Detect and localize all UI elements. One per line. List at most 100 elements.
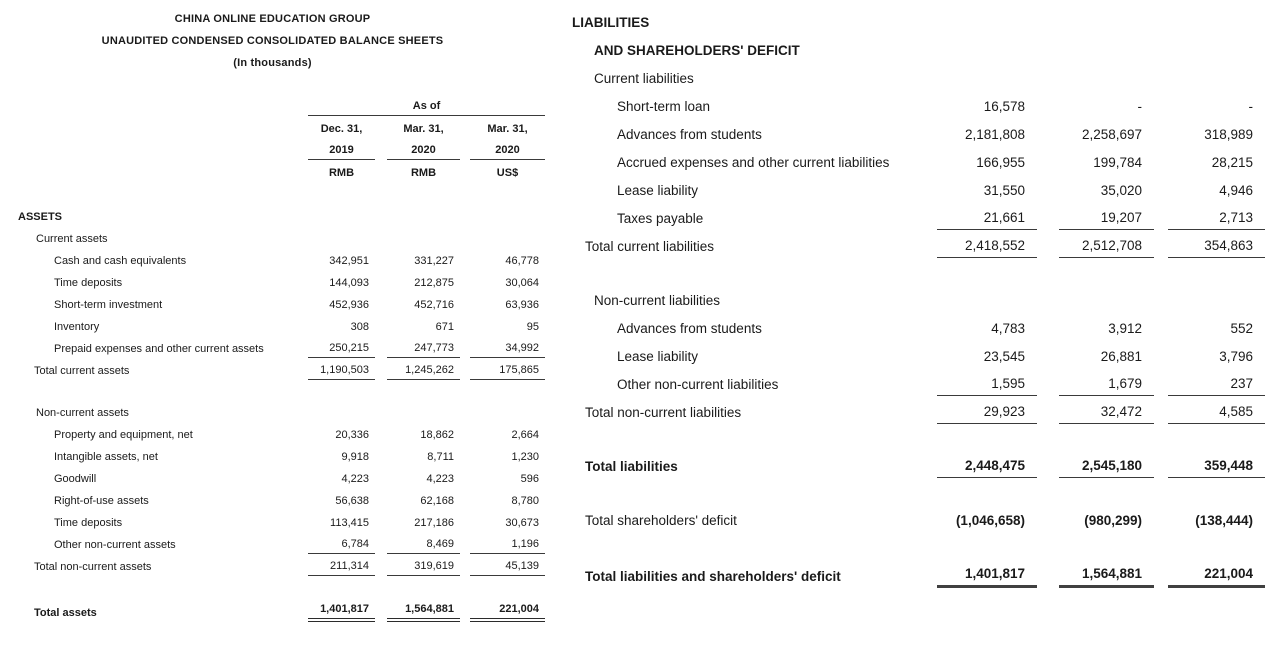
- value-other-non-current-liabilities-col2: 1,679: [1059, 376, 1154, 396]
- row-label: Total liabilities: [585, 459, 678, 474]
- value-total-liabilities-and-shareholders-deficit-col3: 221,004: [1168, 566, 1265, 588]
- row-property-and-equipment-net: Property and equipment, net 20,336 18,862 2…: [0, 422, 545, 444]
- row-label: Lease liability: [617, 183, 699, 198]
- row-label: Total current liabilities: [585, 239, 715, 254]
- row-label: Time deposits: [54, 277, 123, 289]
- value-total-current-liabilities-col1: 2,418,552: [937, 238, 1037, 258]
- units-note: (In thousands): [233, 57, 312, 69]
- value-advances-from-students-col1: 4,783: [991, 321, 1025, 336]
- value-short-term-investment-col1: 452,936: [329, 299, 369, 311]
- value-total-non-current-assets-col2: 319,619: [387, 560, 460, 576]
- value-short-term-loan-col3: -: [1248, 99, 1254, 114]
- row-total-non-current-liabilities: Total non-current liabilities 29,923 32,47…: [570, 396, 1265, 424]
- value-advances-from-students-col3: 318,989: [1204, 127, 1253, 142]
- row-inventory: Inventory 308 671 95: [0, 314, 545, 336]
- row-advances-from-students: Advances from students 4,783 3,912 552: [570, 312, 1265, 340]
- row-label: ASSETS: [18, 211, 63, 223]
- statement-title: UNAUDITED CONDENSED CONSOLIDATED BALANCE…: [101, 35, 444, 47]
- value-cash-and-cash-equivalents-col3: 46,778: [505, 255, 539, 267]
- col3-month-header: Mar. 31,: [487, 123, 528, 135]
- value-prepaid-expenses-and-other-current-assets-col1: 250,215: [308, 342, 375, 358]
- row-label: Non-current assets: [36, 407, 129, 419]
- spacer: [570, 424, 1265, 450]
- col1-currency-header: RMB: [328, 167, 355, 179]
- currency-row: RMB RMB US$: [0, 160, 545, 182]
- value-time-deposits-col2: 212,875: [414, 277, 454, 289]
- value-accrued-expenses-and-other-current-liabilities-col1: 166,955: [976, 155, 1025, 170]
- row-total-liabilities-and-shareholders-deficit: Total liabilities and shareholders' defi…: [570, 558, 1265, 588]
- row-label: Total assets: [34, 607, 97, 619]
- table-column-headers: As of Dec. 31, Mar. 31, Mar. 31, 2019 20…: [0, 96, 545, 182]
- value-total-shareholders-deficit-col3: (138,444): [1195, 513, 1253, 528]
- col2-currency-header: RMB: [410, 167, 437, 179]
- value-total-current-liabilities-col3: 354,863: [1168, 238, 1265, 258]
- row-lease-liability: Lease liability 31,550 35,020 4,946: [570, 174, 1265, 202]
- assets-panel: CHINA ONLINE EDUCATION GROUP UNAUDITED C…: [0, 0, 545, 622]
- value-total-non-current-assets-col1: 211,314: [308, 560, 375, 576]
- company-name: CHINA ONLINE EDUCATION GROUP: [174, 13, 371, 25]
- value-advances-from-students-col1: 2,181,808: [964, 127, 1025, 142]
- row-taxes-payable: Taxes payable 21,661 19,207 2,713: [570, 202, 1265, 230]
- row-label: Other non-current assets: [54, 539, 176, 551]
- value-total-non-current-assets-col3: 45,139: [470, 560, 545, 576]
- value-intangible-assets-net-col2: 8,711: [427, 451, 454, 463]
- col3-currency-header: US$: [496, 167, 519, 179]
- value-taxes-payable-col3: 2,713: [1168, 210, 1265, 230]
- row-label: AND SHAREHOLDERS' DEFICIT: [594, 43, 800, 58]
- row-non-current-liabilities: Non-current liabilities: [570, 284, 1265, 312]
- value-property-and-equipment-net-col2: 18,862: [420, 429, 454, 441]
- value-total-assets-col3: 221,004: [470, 603, 545, 622]
- value-short-term-investment-col3: 63,936: [505, 299, 539, 311]
- row-label: Short-term loan: [617, 99, 711, 114]
- value-short-term-investment-col2: 452,716: [414, 299, 454, 311]
- col1-month-header: Dec. 31,: [320, 123, 363, 135]
- row-total-liabilities: Total liabilities 2,448,475 2,545,180 359,4…: [570, 450, 1265, 478]
- row-label: Time deposits: [54, 517, 123, 529]
- value-taxes-payable-col2: 19,207: [1059, 210, 1154, 230]
- value-goodwill-col2: 4,223: [426, 473, 454, 485]
- row-label: Other non-current liabilities: [617, 377, 779, 392]
- value-total-non-current-liabilities-col2: 32,472: [1059, 404, 1154, 424]
- value-lease-liability-col1: 23,545: [983, 349, 1025, 364]
- value-goodwill-col1: 4,223: [341, 473, 369, 485]
- value-short-term-loan-col1: 16,578: [983, 99, 1025, 114]
- value-other-non-current-liabilities-col3: 237: [1168, 376, 1265, 396]
- value-intangible-assets-net-col3: 1,230: [511, 451, 539, 463]
- row-total-current-assets: Total current assets 1,190,503 1,245,262 17…: [0, 358, 545, 380]
- value-total-liabilities-col2: 2,545,180: [1059, 458, 1154, 478]
- value-lease-liability-col3: 3,796: [1219, 349, 1253, 364]
- value-prepaid-expenses-and-other-current-assets-col3: 34,992: [470, 342, 545, 358]
- value-right-of-use-assets-col2: 62,168: [420, 495, 454, 507]
- spacer: [570, 258, 1265, 284]
- value-advances-from-students-col3: 552: [1230, 321, 1253, 336]
- as-of-label: As of: [308, 100, 545, 116]
- row-label: Total liabilities and shareholders' defi…: [585, 569, 841, 584]
- row-label: Total non-current liabilities: [585, 405, 742, 420]
- value-prepaid-expenses-and-other-current-assets-col2: 247,773: [387, 342, 460, 358]
- value-lease-liability-col1: 31,550: [983, 183, 1025, 198]
- value-total-non-current-liabilities-col1: 29,923: [937, 404, 1037, 424]
- as-of-row: As of: [0, 96, 545, 116]
- row-label: Property and equipment, net: [54, 429, 193, 441]
- value-accrued-expenses-and-other-current-liabilities-col3: 28,215: [1211, 155, 1253, 170]
- row-label: Right-of-use assets: [54, 495, 149, 507]
- value-total-liabilities-col1: 2,448,475: [937, 458, 1037, 478]
- spacer: [570, 532, 1265, 558]
- value-total-assets-col2: 1,564,881: [387, 603, 460, 622]
- col1-year-header: 2019: [308, 144, 375, 160]
- value-advances-from-students-col2: 2,258,697: [1081, 127, 1142, 142]
- value-time-deposits-col3: 30,064: [505, 277, 539, 289]
- spacer: [0, 576, 545, 596]
- row-intangible-assets-net: Intangible assets, net 9,918 8,711 1,230: [0, 444, 545, 466]
- value-other-non-current-liabilities-col1: 1,595: [937, 376, 1037, 396]
- value-time-deposits-col2: 217,186: [414, 517, 454, 529]
- row-accrued-expenses-and-other-current-liabilities: Accrued expenses and other current liabi…: [570, 146, 1265, 174]
- row-total-current-liabilities: Total current liabilities 2,418,552 2,512,…: [570, 230, 1265, 258]
- row-label: Total current assets: [34, 365, 130, 377]
- row-label: Short-term investment: [54, 299, 163, 311]
- value-total-current-assets-col3: 175,865: [470, 364, 545, 380]
- row-label: Advances from students: [617, 127, 762, 142]
- row-goodwill: Goodwill 4,223 4,223 596: [0, 466, 545, 488]
- row-current-assets: Current assets: [0, 226, 545, 248]
- value-intangible-assets-net-col1: 9,918: [341, 451, 369, 463]
